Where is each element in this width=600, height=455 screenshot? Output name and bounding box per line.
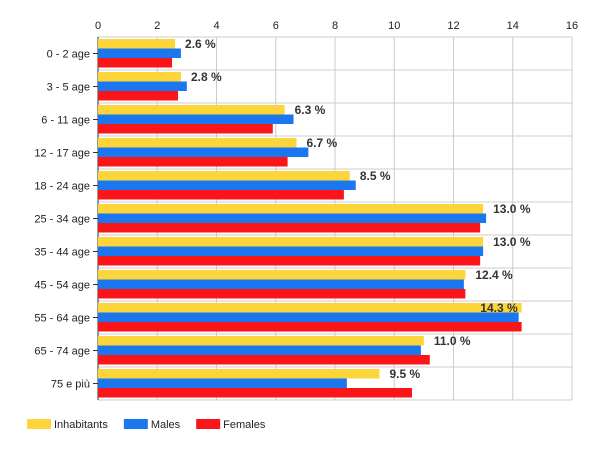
legend-label: Females: [223, 419, 266, 431]
bar-males: [98, 378, 347, 388]
y-tick-label: 12 - 17 age: [34, 148, 90, 160]
y-tick-label: 45 - 54 age: [34, 280, 90, 292]
bar-males: [98, 213, 487, 223]
bar-males: [98, 246, 484, 256]
bar-males: [98, 180, 356, 190]
data-label: 14.3 %: [480, 301, 518, 315]
bar-females: [98, 157, 288, 167]
y-tick-label: 25 - 34 age: [34, 214, 90, 226]
bar-males: [98, 312, 519, 322]
x-tick-label: 14: [507, 20, 519, 32]
bar-males: [98, 279, 464, 289]
bar-inhabitants: [98, 369, 380, 379]
y-tick-label: 65 - 74 age: [34, 346, 90, 358]
data-label: 6.3 %: [295, 103, 326, 117]
x-tick-label: 2: [154, 20, 160, 32]
bar-males: [98, 114, 294, 124]
x-tick-label: 8: [332, 20, 338, 32]
x-tick-label: 6: [273, 20, 279, 32]
bar-females: [98, 124, 273, 134]
bar-inhabitants: [98, 138, 297, 148]
bar-inhabitants: [98, 72, 181, 82]
x-tick-label: 10: [388, 20, 400, 32]
bar-males: [98, 345, 421, 355]
data-label: 2.8 %: [191, 70, 222, 84]
bar-females: [98, 190, 344, 200]
bar-males: [98, 147, 309, 157]
bar-females: [98, 289, 466, 299]
bar-females: [98, 388, 413, 398]
y-tick-label: 35 - 44 age: [34, 247, 90, 259]
bar-inhabitants: [98, 171, 350, 181]
bar-females: [98, 355, 430, 365]
bar-inhabitants: [98, 105, 285, 115]
legend-label: Inhabitants: [54, 419, 108, 431]
y-tick-label: 3 - 5 age: [47, 82, 90, 94]
y-tick-label: 0 - 2 age: [47, 49, 90, 61]
data-label: 2.6 %: [185, 37, 216, 51]
bar-inhabitants: [98, 303, 522, 313]
y-tick-label: 6 - 11 age: [41, 115, 90, 127]
legend-swatch-inhabitants: [27, 419, 51, 429]
bar-females: [98, 91, 178, 101]
y-tick-label: 55 - 64 age: [34, 313, 90, 325]
bar-females: [98, 58, 173, 68]
bar-males: [98, 81, 187, 91]
x-tick-label: 4: [213, 20, 219, 32]
data-label: 6.7 %: [306, 136, 337, 150]
bar-inhabitants: [98, 270, 466, 280]
y-tick-label: 75 e più: [51, 379, 90, 391]
data-label: 12.4 %: [475, 268, 513, 282]
bar-females: [98, 322, 522, 332]
legend-swatch-males: [123, 419, 148, 429]
x-tick-label: 12: [447, 20, 459, 32]
bar-inhabitants: [98, 204, 484, 214]
bar-inhabitants: [98, 336, 424, 346]
legend-swatch-females: [196, 419, 221, 429]
bar-inhabitants: [98, 39, 176, 49]
data-label: 8.5 %: [360, 169, 391, 183]
data-label: 11.0 %: [434, 334, 471, 348]
data-label: 13.0 %: [493, 202, 531, 216]
legend-label: Males: [151, 419, 181, 431]
bar-inhabitants: [98, 237, 484, 247]
bar-females: [98, 223, 481, 233]
x-tick-label: 16: [566, 20, 578, 32]
x-tick-label: 0: [95, 20, 101, 32]
bar-males: [98, 48, 181, 58]
data-label: 9.5 %: [389, 367, 420, 381]
bar-females: [98, 256, 481, 266]
data-label: 13.0 %: [493, 235, 531, 249]
y-tick-label: 18 - 24 age: [34, 181, 90, 193]
